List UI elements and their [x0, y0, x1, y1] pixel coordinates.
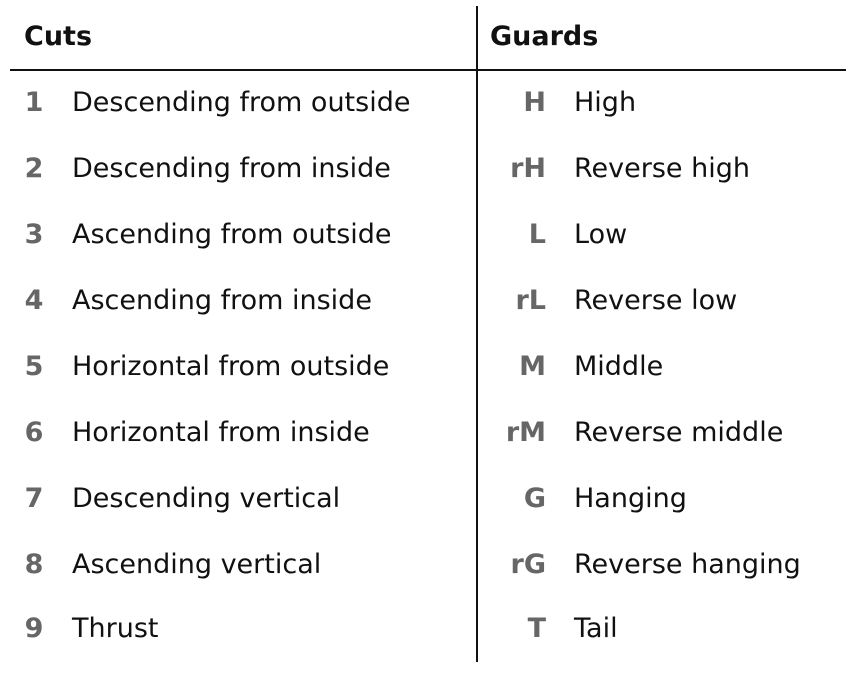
guard-label: Reverse middle	[574, 417, 784, 448]
cut-number: 7	[24, 483, 44, 514]
cut-number: 8	[24, 549, 44, 580]
table-row: 6 Horizontal from inside rM Reverse midd…	[0, 400, 858, 466]
column-divider	[476, 6, 478, 662]
cut-label: Horizontal from inside	[72, 417, 370, 448]
cut-number: 6	[24, 417, 44, 448]
guard-label: Tail	[574, 613, 618, 644]
table-row: 7 Descending vertical G Hanging	[0, 466, 858, 532]
table-row: 9 Thrust T Tail	[0, 596, 858, 662]
guard-label: Middle	[574, 351, 664, 382]
cuts-header: Cuts	[24, 21, 93, 52]
cut-label: Descending from outside	[72, 87, 411, 118]
guard-code: rM	[505, 417, 546, 448]
guard-label: Low	[574, 219, 628, 250]
table-row: 4 Ascending from inside rL Reverse low	[0, 268, 858, 334]
guard-code: rG	[510, 549, 546, 580]
cut-label: Thrust	[72, 613, 159, 644]
guard-code: G	[523, 483, 546, 514]
cut-label: Ascending vertical	[72, 549, 322, 580]
cut-label: Descending from inside	[72, 153, 391, 184]
guard-label: Hanging	[574, 483, 687, 514]
guard-label: Reverse high	[574, 153, 750, 184]
guard-code: L	[528, 219, 546, 250]
guard-code: H	[523, 87, 546, 118]
guards-header: Guards	[490, 21, 599, 52]
guard-label: High	[574, 87, 637, 118]
table-row: 1 Descending from outside H High	[0, 70, 858, 136]
guard-code: rL	[515, 285, 546, 316]
guard-code: rH	[510, 153, 546, 184]
cut-label: Ascending from inside	[72, 285, 372, 316]
table-row: 2 Descending from inside rH Reverse high	[0, 136, 858, 202]
cut-number: 5	[24, 351, 44, 382]
header-rule	[10, 69, 846, 71]
cut-number: 1	[24, 87, 44, 118]
cut-number: 2	[24, 153, 44, 184]
table-row: 3 Ascending from outside L Low	[0, 202, 858, 268]
guard-label: Reverse low	[574, 285, 738, 316]
cut-label: Ascending from outside	[72, 219, 392, 250]
table-row: 5 Horizontal from outside M Middle	[0, 334, 858, 400]
cut-number: 9	[24, 613, 44, 644]
guard-code: T	[527, 613, 546, 644]
cut-label: Descending vertical	[72, 483, 341, 514]
cut-label: Horizontal from outside	[72, 351, 390, 382]
guard-label: Reverse hanging	[574, 549, 801, 580]
cut-number: 4	[24, 285, 44, 316]
guard-code: M	[519, 351, 546, 382]
cut-number: 3	[24, 219, 44, 250]
table-row: 8 Ascending vertical rG Reverse hanging	[0, 532, 858, 598]
